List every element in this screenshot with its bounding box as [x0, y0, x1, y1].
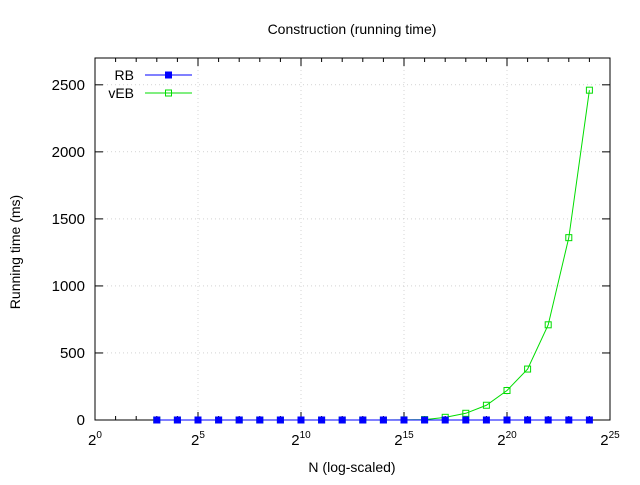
legend-label-rb: RB — [115, 67, 134, 83]
data-point-rb — [441, 416, 449, 424]
data-point-rb — [256, 416, 264, 424]
data-point-rb — [462, 416, 470, 424]
x-tick-label: 210 — [291, 430, 311, 449]
chart-title: Construction (running time) — [268, 21, 437, 37]
y-tick-label: 1500 — [52, 211, 85, 228]
data-point-rb — [338, 416, 346, 424]
x-tick-label: 25 — [191, 430, 205, 449]
data-point-rb — [544, 416, 552, 424]
y-tick-label: 500 — [60, 345, 85, 362]
x-tick-label: 20 — [88, 430, 102, 449]
data-point-rb — [194, 416, 202, 424]
data-point-rb — [400, 416, 408, 424]
y-tick-label: 2000 — [52, 144, 85, 161]
data-point-rb — [153, 416, 161, 424]
data-point-rb — [215, 416, 223, 424]
data-point-rb — [318, 416, 326, 424]
x-tick-label: 220 — [497, 430, 517, 449]
data-point-rb — [359, 416, 367, 424]
legend-marker-rb — [165, 71, 172, 79]
data-point-veb — [565, 234, 573, 242]
data-point-veb — [524, 365, 532, 373]
data-point-rb — [235, 416, 243, 424]
grid-layer — [95, 58, 610, 420]
data-point-veb — [585, 86, 593, 94]
labels-layer: Construction (running time) N (log-scale… — [7, 21, 436, 475]
data-point-rb — [482, 416, 490, 424]
y-tick-label: 2500 — [52, 77, 85, 94]
data-point-veb — [462, 409, 470, 417]
y-axis-title: Running time (ms) — [7, 195, 23, 309]
legend: RB vEB — [108, 67, 192, 101]
data-point-rb — [297, 416, 305, 424]
y-tick-label: 0 — [77, 412, 85, 429]
data-point-veb — [503, 387, 511, 395]
data-point-rb — [276, 416, 284, 424]
y-tick-label: 1000 — [52, 278, 85, 295]
axes-layer: 0 500 1000 1500 2000 2500 20 25 210 215 220 225 — [52, 57, 620, 449]
plot-border — [94, 57, 611, 421]
data-point-rb — [524, 416, 532, 424]
series-layer — [153, 86, 593, 424]
legend-label-veb: vEB — [108, 85, 134, 101]
data-point-rb — [173, 416, 181, 424]
x-tick-label: 215 — [394, 430, 414, 449]
data-point-rb — [565, 416, 573, 424]
data-point-veb — [544, 321, 552, 329]
x-axis-title: N (log-scaled) — [308, 459, 395, 475]
data-point-rb — [421, 416, 429, 424]
data-point-rb — [379, 416, 387, 424]
data-point-rb — [585, 416, 593, 424]
data-point-veb — [482, 401, 490, 409]
data-point-rb — [503, 416, 511, 424]
legend-marker-veb — [165, 89, 172, 97]
x-tick-label: 225 — [600, 430, 620, 449]
